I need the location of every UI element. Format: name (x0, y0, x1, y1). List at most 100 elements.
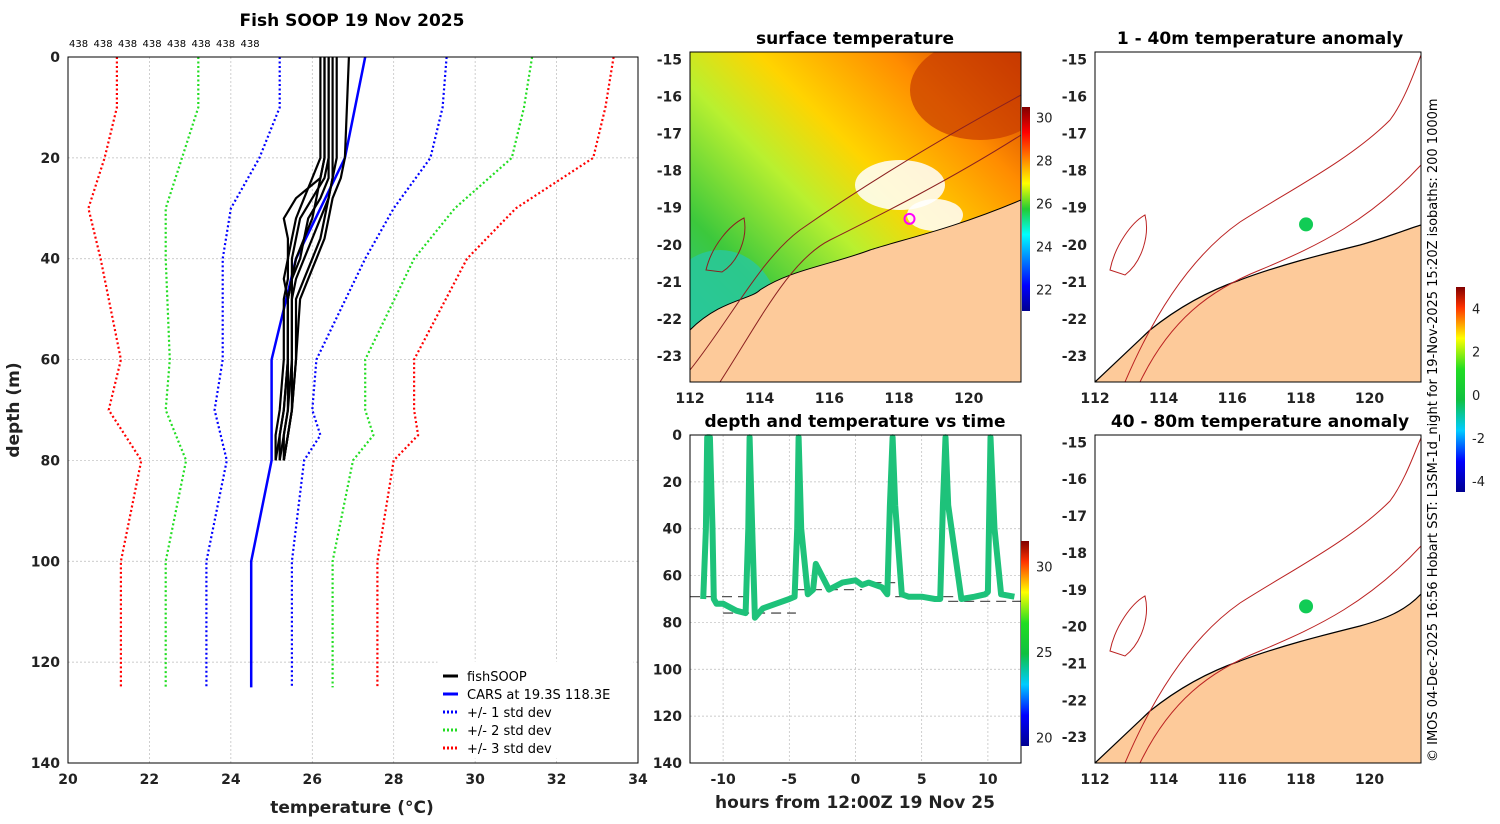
profile-x-tick: 24 (221, 772, 241, 788)
depth-time-y-tick: 60 (663, 569, 683, 585)
anomaly-deep-area (1095, 435, 1421, 763)
sst-colorbar-tick: 30 (1036, 112, 1053, 127)
profile-x-axis-label-text: temperature (270, 798, 391, 818)
depth-time-y-tick: 20 (663, 475, 683, 491)
profile-tick-labels: 20 22 24 26 28 30 32 34 0 20 40 60 80 100 120 140 (31, 50, 648, 788)
profile-chart: Fish SOOP 19 Nov 2025 438 438 438 438 438 438… (4, 11, 648, 818)
anomaly-shallow-y-tick: -23 (1062, 349, 1087, 365)
sst-cloud-gap-2 (907, 199, 963, 231)
sst-tick-labels: 112 114 116 118 120 -15 -16 -17 -18 -19 -20 -21 -22 -… (657, 52, 984, 407)
profile-top-labels: 438 438 438 438 438 438 438 438 (69, 39, 260, 50)
profile-top-label: 438 (192, 39, 211, 50)
anomaly-shallow-y-tick: -18 (1062, 164, 1087, 180)
anomaly-deep-tick-labels: 112 114 116 118 120 -15 -16 -17 -18 -19 -20 -21 -22 -… (1062, 435, 1385, 788)
sst-isobath-1000 (690, 94, 1021, 371)
sst-warm-patch (910, 52, 1021, 140)
depth-time-y-tick: 0 (672, 428, 682, 444)
sst-x-tick: 114 (745, 391, 774, 407)
profile-top-label: 438 (241, 39, 260, 50)
anomaly-shallow-y-tick: -17 (1062, 127, 1087, 143)
anomaly-deep-blob (1299, 599, 1314, 614)
sst-map-area (690, 52, 1021, 382)
anomaly-deep-x-tick: 116 (1218, 772, 1247, 788)
depth-time-colorbar-tick: 25 (1036, 646, 1053, 661)
profile-x-tick: 22 (140, 772, 159, 788)
anomaly-shallow-x-tick: 118 (1286, 391, 1315, 407)
profile-series-line (87, 57, 143, 688)
anomaly-shallow-y-tick: -22 (1062, 312, 1087, 328)
anomaly-shallow-y-tick: -15 (1062, 52, 1087, 68)
legend-label: +/- 1 std dev (467, 706, 552, 721)
fishsoop-profile (274, 57, 326, 461)
anomaly-deep-y-tick: -15 (1062, 435, 1087, 451)
anomaly-deep-x-tick: 118 (1286, 772, 1315, 788)
sst-marker (903, 212, 916, 225)
profile-top-label: 438 (216, 39, 235, 50)
profile-y-tick: 100 (31, 554, 60, 570)
anomaly-shallow-isobath-1000 (1124, 54, 1421, 382)
anomaly-map-shallow: 1 - 40m temperature anomaly 112 114 116 118… (1062, 29, 1422, 407)
anomaly-deep-x-tick: 114 (1149, 772, 1178, 788)
anomaly-shallow-reef-contour (1109, 214, 1147, 276)
legend-label: CARS at 19.3S 118.3E (467, 688, 610, 703)
legend-label: +/- 2 std dev (467, 724, 552, 739)
profile-x-tick: 26 (303, 772, 322, 788)
sst-y-tick: -17 (657, 127, 682, 143)
anomaly-colorbar-ticks: 4 2 0 -2 -4 (1472, 303, 1485, 491)
anomaly-deep-y-tick: -21 (1062, 656, 1087, 672)
anomaly-deep-reef-contour (1109, 595, 1147, 657)
depth-time-trace (700, 434, 1015, 621)
sst-x-tick: 118 (884, 391, 913, 407)
sst-map: surface temperature 112 114 116 118 120 -15 -1… (657, 29, 1053, 407)
sst-colorbar (1022, 107, 1030, 311)
anomaly-shallow-y-tick: -21 (1062, 275, 1087, 291)
depth-time-colorbar-ticks: 20 25 30 (1036, 561, 1053, 747)
depth-time-data (690, 434, 1021, 621)
profile-y-tick: 80 (41, 453, 61, 469)
copyright-note: © IMOS 04-Dec-2025 16:56 Hobart SST: L3S… (1426, 98, 1441, 762)
sst-map-frame (689, 51, 1022, 383)
anomaly-deep-y-tick: -23 (1062, 730, 1087, 746)
depth-time-title: depth and temperature vs time (705, 412, 1006, 432)
profile-y-tick: 120 (31, 655, 60, 671)
profile-top-label: 438 (143, 39, 162, 50)
profile-x-axis-label: temperature (°C) (270, 798, 434, 818)
anomaly-map-deep: 40 - 80m temperature anomaly 112 114 116 11… (1062, 412, 1422, 788)
profile-x-tick: 28 (384, 772, 403, 788)
depth-time-x-tick: -5 (782, 772, 798, 788)
depth-time-x-tick: -10 (710, 772, 736, 788)
sst-x-tick: 112 (675, 391, 704, 407)
anomaly-deep-y-tick: -19 (1062, 583, 1087, 599)
sst-isobath-200 (719, 134, 1021, 382)
profile-x-tick: 32 (547, 772, 566, 788)
anomaly-shallow-title: 1 - 40m temperature anomaly (1117, 29, 1403, 49)
anomaly-deep-y-tick: -17 (1062, 509, 1087, 525)
profile-series (87, 56, 615, 688)
profile-series-line (290, 56, 448, 688)
sst-x-tick: 116 (815, 391, 844, 407)
anomaly-deep-title: 40 - 80m temperature anomaly (1111, 412, 1409, 432)
profile-series-line (164, 57, 200, 688)
profile-series-line (205, 57, 281, 688)
depth-time-colorbar-tick: 20 (1036, 731, 1053, 746)
sst-colorbar-tick: 22 (1036, 284, 1053, 299)
profile-top-label: 438 (94, 39, 113, 50)
profile-y-axis-label: depth (m) (4, 362, 24, 457)
anomaly-colorbar-tick: 2 (1472, 346, 1480, 361)
sst-land (690, 200, 1021, 382)
profile-x-tick: 34 (628, 772, 648, 788)
anomaly-shallow-frame (1094, 51, 1422, 383)
sst-reef-contour (705, 217, 746, 273)
profile-plot-frame (67, 56, 639, 764)
depth-time-y-tick: 120 (653, 709, 682, 725)
sst-y-tick: -22 (657, 312, 682, 328)
profile-y-tick: 60 (41, 353, 61, 369)
anomaly-shallow-tick-labels: 112 114 116 118 120 -15 -16 -17 -18 -19 -20 -21 -22 -… (1062, 52, 1385, 407)
anomaly-deep-frame (1094, 434, 1422, 764)
anomaly-colorbar-tick: 0 (1472, 389, 1480, 404)
sst-y-tick: -21 (657, 275, 682, 291)
anomaly-colorbar-tick: -2 (1472, 432, 1485, 447)
sst-map-title: surface temperature (756, 29, 954, 49)
anomaly-shallow-land (1095, 225, 1421, 382)
profile-top-label: 438 (118, 39, 137, 50)
